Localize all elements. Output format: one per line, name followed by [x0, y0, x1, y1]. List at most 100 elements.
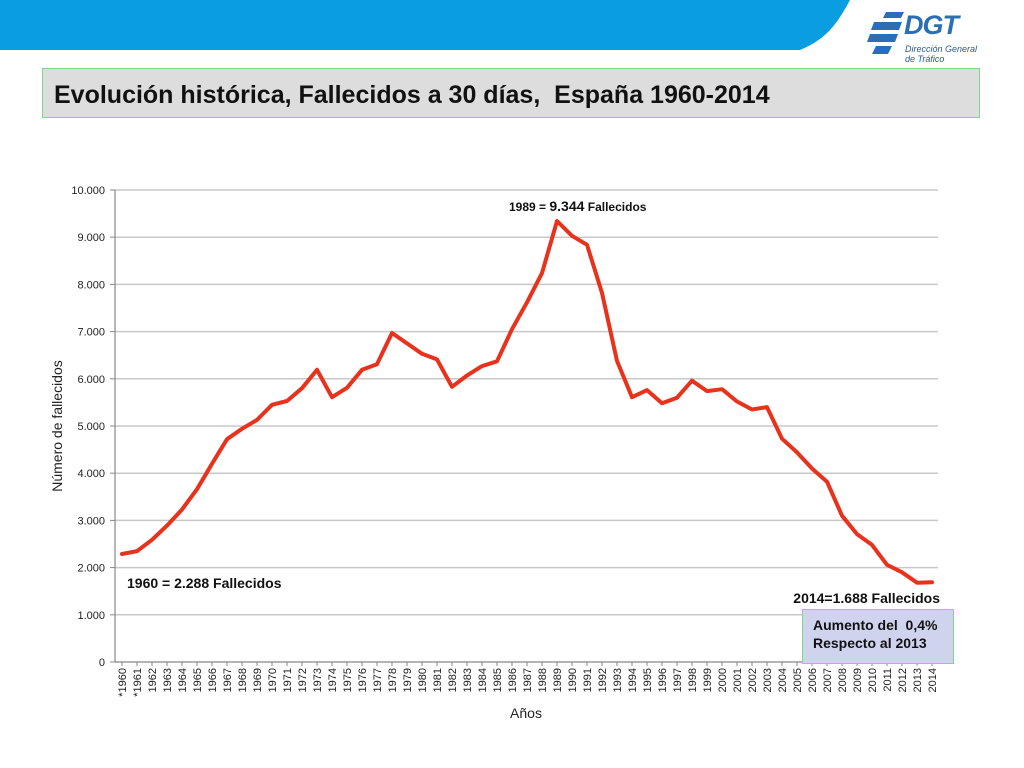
x-tick-label: 2000: [717, 668, 729, 692]
x-tick-label: 1963: [162, 668, 174, 692]
x-tick-label: 1993: [612, 668, 624, 692]
dgt-logo-icon: [867, 12, 904, 54]
data-point: [825, 480, 829, 484]
data-point: [735, 399, 739, 403]
dgt-logo-subtitle-line1: Dirección General: [905, 44, 978, 54]
data-point: [525, 300, 529, 304]
y-tick-label: 3.000: [77, 515, 105, 527]
data-point: [915, 581, 919, 585]
x-tick-label: 1979: [402, 668, 414, 692]
data-point: [345, 386, 349, 390]
data-point: [480, 364, 484, 368]
y-tick-label: 0: [99, 657, 105, 669]
data-point: [255, 418, 259, 422]
dgt-logo-subtitle-line2: de Tráfico: [905, 54, 945, 64]
data-point: [705, 389, 709, 393]
x-tick-label: 1992: [597, 668, 609, 692]
x-tick-label: 1991: [582, 668, 594, 692]
annotation-end: 2014=1.688 Fallecidos: [793, 590, 940, 606]
x-tick-label: 2011: [882, 668, 894, 692]
y-tick-label: 9.000: [77, 232, 105, 244]
x-tick-label: 1981: [432, 668, 444, 692]
x-tick-label: 2008: [837, 668, 849, 692]
data-point: [360, 368, 364, 372]
x-tick-label: 1965: [192, 668, 204, 692]
y-tick-label: 7.000: [77, 327, 105, 339]
data-point: [795, 450, 799, 454]
data-point: [180, 508, 184, 512]
x-tick-label: 2007: [822, 668, 834, 692]
data-point: [840, 514, 844, 518]
annotation-start: 1960 = 2.288 Fallecidos: [127, 575, 282, 591]
x-tick-label: 2001: [732, 668, 744, 692]
x-tick-label: 2005: [792, 668, 804, 692]
y-tick-label: 8.000: [77, 279, 105, 291]
x-tick-label: 1989: [552, 668, 564, 692]
x-tick-label: 2002: [747, 668, 759, 692]
data-point: [135, 549, 139, 553]
x-tick-label: 2006: [807, 668, 819, 692]
data-point: [270, 403, 274, 407]
x-tick-label: 1962: [147, 668, 159, 692]
data-point: [315, 368, 319, 372]
x-tick-label: 1973: [312, 668, 324, 692]
y-tick-label: 4.000: [77, 468, 105, 480]
x-tick-label: 1983: [462, 668, 474, 692]
x-tick-label: 1984: [477, 668, 489, 692]
x-tick-label: 1970: [267, 668, 279, 692]
title-banner: Evolución histórica, Fallecidos a 30 día…: [42, 68, 980, 118]
data-point: [405, 341, 409, 345]
note-line-1: Aumento del 0,4%: [813, 617, 938, 633]
data-point: [225, 437, 229, 441]
x-tick-label: 1971: [282, 668, 294, 692]
data-point: [660, 401, 664, 405]
x-tick-label: 1999: [702, 668, 714, 692]
x-tick-label: 1978: [387, 668, 399, 692]
series-line: [120, 219, 934, 585]
data-point: [210, 462, 214, 466]
data-point: [600, 291, 604, 295]
data-point: [780, 437, 784, 441]
x-tick-label: *1961: [132, 668, 144, 697]
data-point: [510, 327, 514, 331]
data-point: [930, 580, 934, 584]
data-point: [675, 396, 679, 400]
x-tick-label: 1990: [567, 668, 579, 692]
data-point: [240, 427, 244, 431]
data-point: [810, 466, 814, 470]
data-point: [585, 243, 589, 247]
x-tick-label: 1974: [327, 668, 339, 692]
data-point: [375, 362, 379, 366]
data-point: [720, 387, 724, 391]
top-blue-band: [0, 0, 850, 50]
x-tick-label: 2014: [927, 668, 939, 692]
y-axis-title: Número de fallecidos: [49, 360, 65, 492]
y-tick-label: 6.000: [77, 374, 105, 386]
x-tick-label: 1998: [687, 668, 699, 692]
data-point: [285, 399, 289, 403]
x-tick-label: 2010: [867, 668, 879, 692]
x-tick-label: 1988: [537, 668, 549, 692]
y-tick-label: 2.000: [77, 563, 105, 575]
x-tick-label: 1967: [222, 668, 234, 692]
x-tick-label: 1994: [627, 668, 639, 692]
data-point: [540, 271, 544, 275]
data-point: [390, 331, 394, 335]
y-tick-label: 10.000: [71, 185, 105, 197]
x-tick-label: 1997: [672, 668, 684, 692]
x-tick-label: 1995: [642, 668, 654, 692]
x-tick-label: 1980: [417, 668, 429, 692]
data-point: [900, 570, 904, 574]
data-point: [750, 407, 754, 411]
note-line-2: Respecto al 2013: [813, 635, 927, 651]
data-point: [870, 543, 874, 547]
x-tick-label: 1975: [342, 668, 354, 692]
x-tick-label: 1972: [297, 668, 309, 692]
x-tick-label: 2004: [777, 668, 789, 692]
data-point: [195, 487, 199, 491]
x-tick-label: 2012: [897, 668, 909, 692]
x-tick-label: 1985: [492, 668, 504, 692]
data-point: [570, 234, 574, 238]
data-point: [855, 532, 859, 536]
